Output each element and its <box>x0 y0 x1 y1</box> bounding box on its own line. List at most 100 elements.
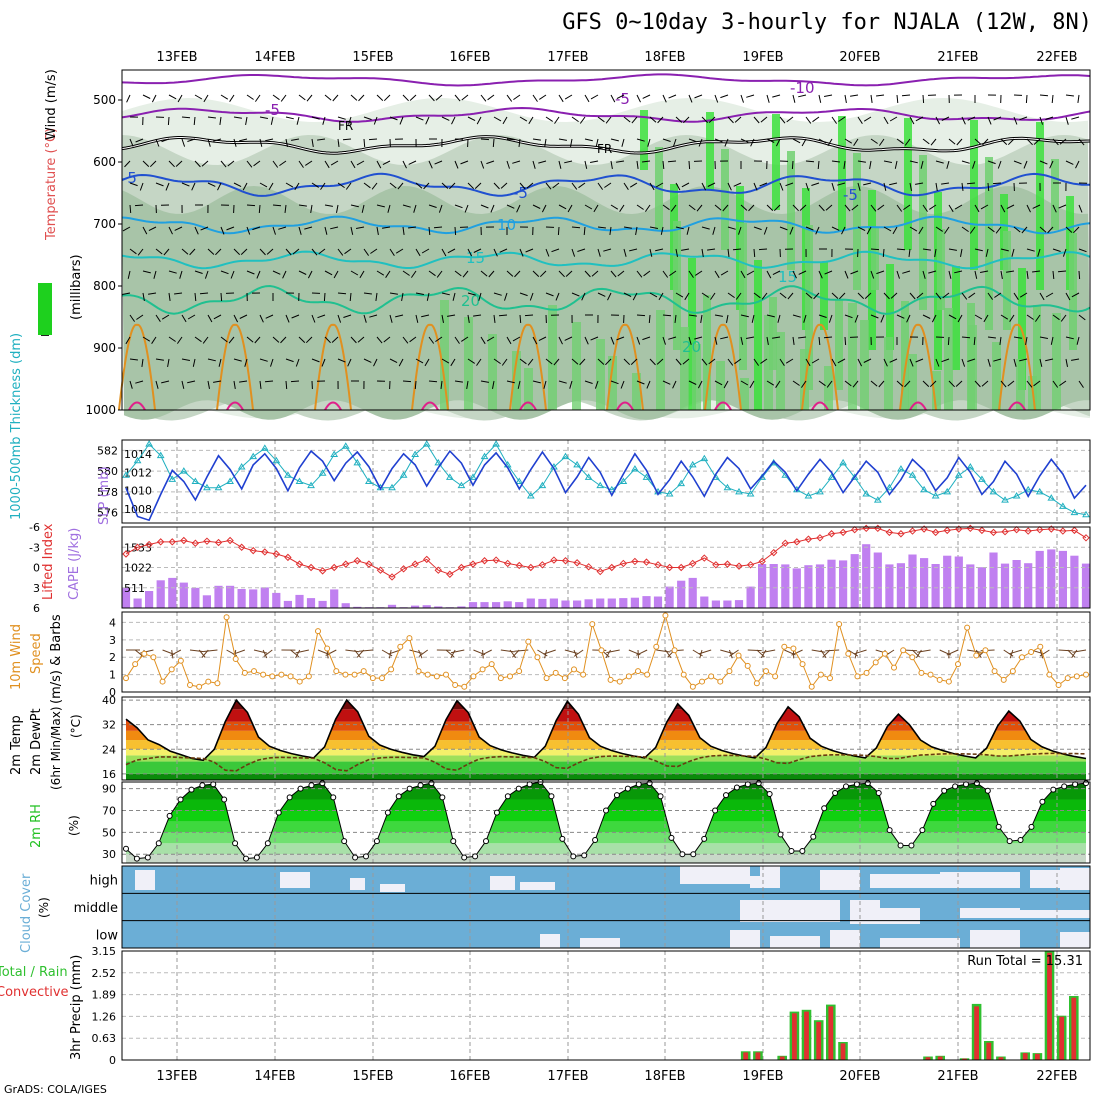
wind-barb <box>584 204 593 210</box>
wind-barb <box>597 248 601 257</box>
wind-barb <box>854 314 859 323</box>
wind10-barb <box>450 649 465 654</box>
lifted-index-line-point <box>318 567 327 575</box>
wind-barb <box>333 270 339 279</box>
wind-barb <box>376 336 383 344</box>
rh-cell <box>440 300 449 410</box>
lifted-index-line-point <box>399 565 408 573</box>
wind-barb <box>493 358 501 365</box>
wind-barb <box>454 270 462 277</box>
precip-convective-bar <box>1047 952 1052 1060</box>
wind-barb <box>636 270 643 278</box>
wind-barb <box>155 358 164 361</box>
rh2m-line-point <box>395 793 402 800</box>
wind-barb <box>233 116 242 119</box>
wind-barb <box>853 138 859 146</box>
wind10-line-point <box>543 675 550 682</box>
wind-barb <box>363 314 367 323</box>
wind-barb <box>423 182 430 190</box>
rh-cell <box>464 317 473 410</box>
wind-barb <box>852 380 859 388</box>
wind-barb <box>512 160 521 164</box>
wind-barb <box>610 160 613 169</box>
wind10-line-point <box>260 671 267 678</box>
cape-bar <box>468 602 478 608</box>
wind-barb <box>187 138 196 142</box>
wind-barb <box>466 380 469 389</box>
wind-barb <box>922 270 926 279</box>
wind10-line-point <box>598 647 605 654</box>
wind10-line-point <box>525 638 532 645</box>
wind-barb <box>866 226 872 235</box>
wind-barb <box>1000 248 1009 252</box>
wind-barb <box>259 380 262 389</box>
wind-barb <box>591 270 599 277</box>
wind-barb <box>285 248 292 256</box>
wind-barb <box>141 358 144 367</box>
lifted-index-line-point <box>145 540 153 549</box>
thickness-line-point <box>931 492 940 499</box>
cape-bar <box>1035 550 1044 608</box>
cape-bar <box>642 596 651 608</box>
contour-label: FR <box>597 142 612 156</box>
wind-barb <box>1033 138 1041 145</box>
rh-cell <box>1051 159 1059 230</box>
wind-barb <box>1000 380 1007 388</box>
wind-barb <box>428 226 431 236</box>
rh-cell <box>776 332 785 410</box>
rh2m-line-point <box>897 842 904 849</box>
precip-frame <box>121 950 1091 1061</box>
cape-bar <box>283 600 292 608</box>
wind10-barb <box>358 649 373 652</box>
cloud-cell <box>730 930 760 948</box>
wind-barb <box>324 204 333 207</box>
wind-barb <box>801 138 807 147</box>
wind10-line-point <box>397 643 404 650</box>
slp-tick-label: 1008 <box>124 503 152 516</box>
wind-barb <box>493 292 502 296</box>
wind-barb <box>838 116 846 122</box>
wind-barb <box>270 116 274 125</box>
wind-barb <box>264 380 274 383</box>
wind-barb <box>272 270 281 275</box>
rh-cell <box>1033 305 1041 410</box>
cloud-cell <box>880 938 960 948</box>
thickness-line-point <box>1024 485 1033 493</box>
wind-barb <box>727 292 735 299</box>
wind-barb <box>331 336 339 343</box>
wind-barb <box>421 314 430 318</box>
wind-barb <box>433 226 443 229</box>
temp-band <box>126 721 1086 731</box>
wind-barb <box>401 292 404 301</box>
slp-tick-label: 1014 <box>124 448 152 461</box>
wind-barb <box>918 226 924 235</box>
wind-barb <box>168 336 176 342</box>
wind-barb <box>265 314 274 319</box>
wind-barb <box>948 380 955 388</box>
wind-barb <box>127 270 131 279</box>
wind-barb <box>332 94 339 102</box>
rh2m-line-point <box>984 787 991 794</box>
thickness-line-point <box>122 471 130 478</box>
wind-barb <box>662 314 672 317</box>
wind-barb <box>974 314 983 320</box>
wind-barb <box>655 182 664 188</box>
wind-barb <box>1039 160 1048 165</box>
wind-barb <box>584 270 591 278</box>
wind-barb <box>1007 380 1015 387</box>
rh2m-line-point <box>603 807 609 814</box>
contour-label: -5 <box>843 186 858 204</box>
wind-barb <box>772 336 781 339</box>
wind-barb <box>597 292 606 297</box>
wind-barb <box>880 314 885 323</box>
wind-barb <box>603 248 612 252</box>
cape-bar <box>1012 560 1021 608</box>
rh-cell <box>824 366 833 410</box>
wind-barb <box>187 314 196 320</box>
wind-barb <box>337 314 342 323</box>
rh-cell <box>871 227 879 290</box>
wind-barb <box>1013 160 1022 165</box>
wind-barb <box>181 182 190 187</box>
date-label-bottom: 15FEB <box>352 1069 393 1084</box>
wind-barb <box>317 138 326 141</box>
